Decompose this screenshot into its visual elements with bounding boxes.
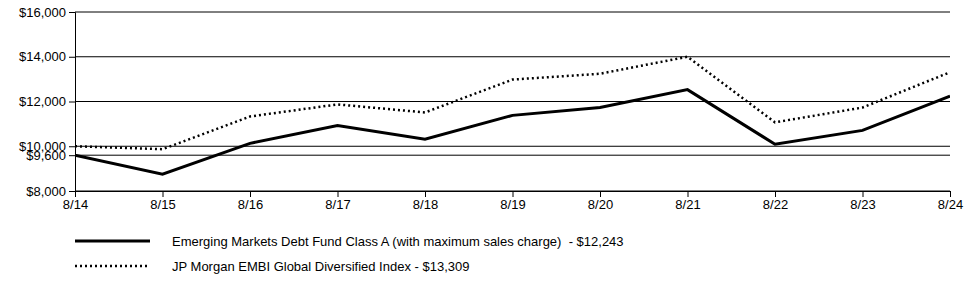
legend-label: JP Morgan EMBI Global Diversified Index … bbox=[172, 259, 469, 274]
x-tick: 8/23 bbox=[850, 191, 875, 212]
legend-label: Emerging Markets Debt Fund Class A (with… bbox=[172, 234, 624, 249]
x-tick-label: 8/14 bbox=[63, 197, 88, 212]
y-tick: $12,000 bbox=[19, 94, 75, 109]
chart: $8,000$9,600$10,000$12,000$14,000$16,000… bbox=[0, 0, 975, 281]
x-tick-label: 8/20 bbox=[588, 197, 613, 212]
x-tick-label: 8/19 bbox=[500, 197, 525, 212]
grid-line bbox=[75, 155, 950, 156]
y-tick-mark bbox=[69, 191, 75, 192]
x-tick: 8/14 bbox=[63, 191, 88, 212]
grid-line bbox=[75, 146, 950, 147]
x-tick-mark bbox=[775, 191, 776, 197]
x-axis-line bbox=[76, 192, 951, 198]
x-tick: 8/17 bbox=[325, 191, 350, 212]
x-tick-mark bbox=[75, 191, 76, 197]
x-tick-label: 8/17 bbox=[325, 197, 350, 212]
x-tick-mark bbox=[863, 191, 864, 197]
x-tick-label: 8/21 bbox=[675, 197, 700, 212]
x-tick-mark bbox=[250, 191, 251, 197]
x-tick-mark bbox=[600, 191, 601, 197]
x-tick: 8/19 bbox=[500, 191, 525, 212]
x-tick-mark bbox=[513, 191, 514, 197]
y-tick-mark bbox=[69, 146, 75, 147]
x-tick: 8/15 bbox=[150, 191, 175, 212]
y-axis: $8,000$9,600$10,000$12,000$14,000$16,000 bbox=[19, 5, 76, 199]
y-tick-mark bbox=[69, 57, 75, 58]
x-tick: 8/18 bbox=[413, 191, 438, 212]
x-tick-label: 8/16 bbox=[238, 197, 263, 212]
y-tick: $10,000 bbox=[19, 139, 75, 154]
x-tick-mark bbox=[688, 191, 689, 197]
x-tick-mark bbox=[950, 191, 951, 197]
x-tick-label: 8/15 bbox=[150, 197, 175, 212]
y-tick-label: $8,000 bbox=[26, 184, 66, 199]
series-group bbox=[75, 57, 950, 174]
y-tick-label: $14,000 bbox=[19, 49, 66, 64]
y-axis-line bbox=[69, 13, 76, 192]
x-tick: 8/24 bbox=[938, 191, 963, 212]
x-tick-mark bbox=[425, 191, 426, 197]
grid-line bbox=[75, 12, 950, 13]
x-axis: 8/14 8/15 8/16 8/17 8/18 8/19 8/20 8/21 8/22 8/23… bbox=[63, 191, 963, 212]
y-tick-label: $16,000 bbox=[19, 5, 66, 20]
x-tick: 8/21 bbox=[675, 191, 700, 212]
x-tick: 8/22 bbox=[763, 191, 788, 212]
y-tick: $14,000 bbox=[19, 49, 75, 64]
x-tick: 8/16 bbox=[238, 191, 263, 212]
x-tick-label: 8/22 bbox=[763, 197, 788, 212]
x-tick-label: 8/23 bbox=[850, 197, 875, 212]
legend-swatch bbox=[75, 265, 150, 268]
legend: Emerging Markets Debt Fund Class A (with… bbox=[75, 234, 624, 274]
grid-line bbox=[75, 56, 950, 57]
y-tick-mark bbox=[69, 12, 75, 13]
x-tick-mark bbox=[163, 191, 164, 197]
y-tick: $16,000 bbox=[19, 5, 75, 20]
y-tick-label: $10,000 bbox=[19, 139, 66, 154]
series-line bbox=[75, 90, 950, 175]
x-tick: 8/20 bbox=[588, 191, 613, 212]
x-tick-label: 8/18 bbox=[413, 197, 438, 212]
x-tick-mark bbox=[338, 191, 339, 197]
series-line bbox=[75, 57, 950, 149]
grid-line bbox=[75, 101, 950, 102]
grid bbox=[75, 12, 950, 191]
x-tick-label: 8/24 bbox=[938, 197, 963, 212]
y-tick-label: $12,000 bbox=[19, 94, 66, 109]
legend-swatch bbox=[75, 240, 150, 243]
plot: $8,000$9,600$10,000$12,000$14,000$16,000… bbox=[19, 5, 963, 213]
y-tick-mark bbox=[69, 155, 75, 156]
y-tick-mark bbox=[69, 102, 75, 103]
